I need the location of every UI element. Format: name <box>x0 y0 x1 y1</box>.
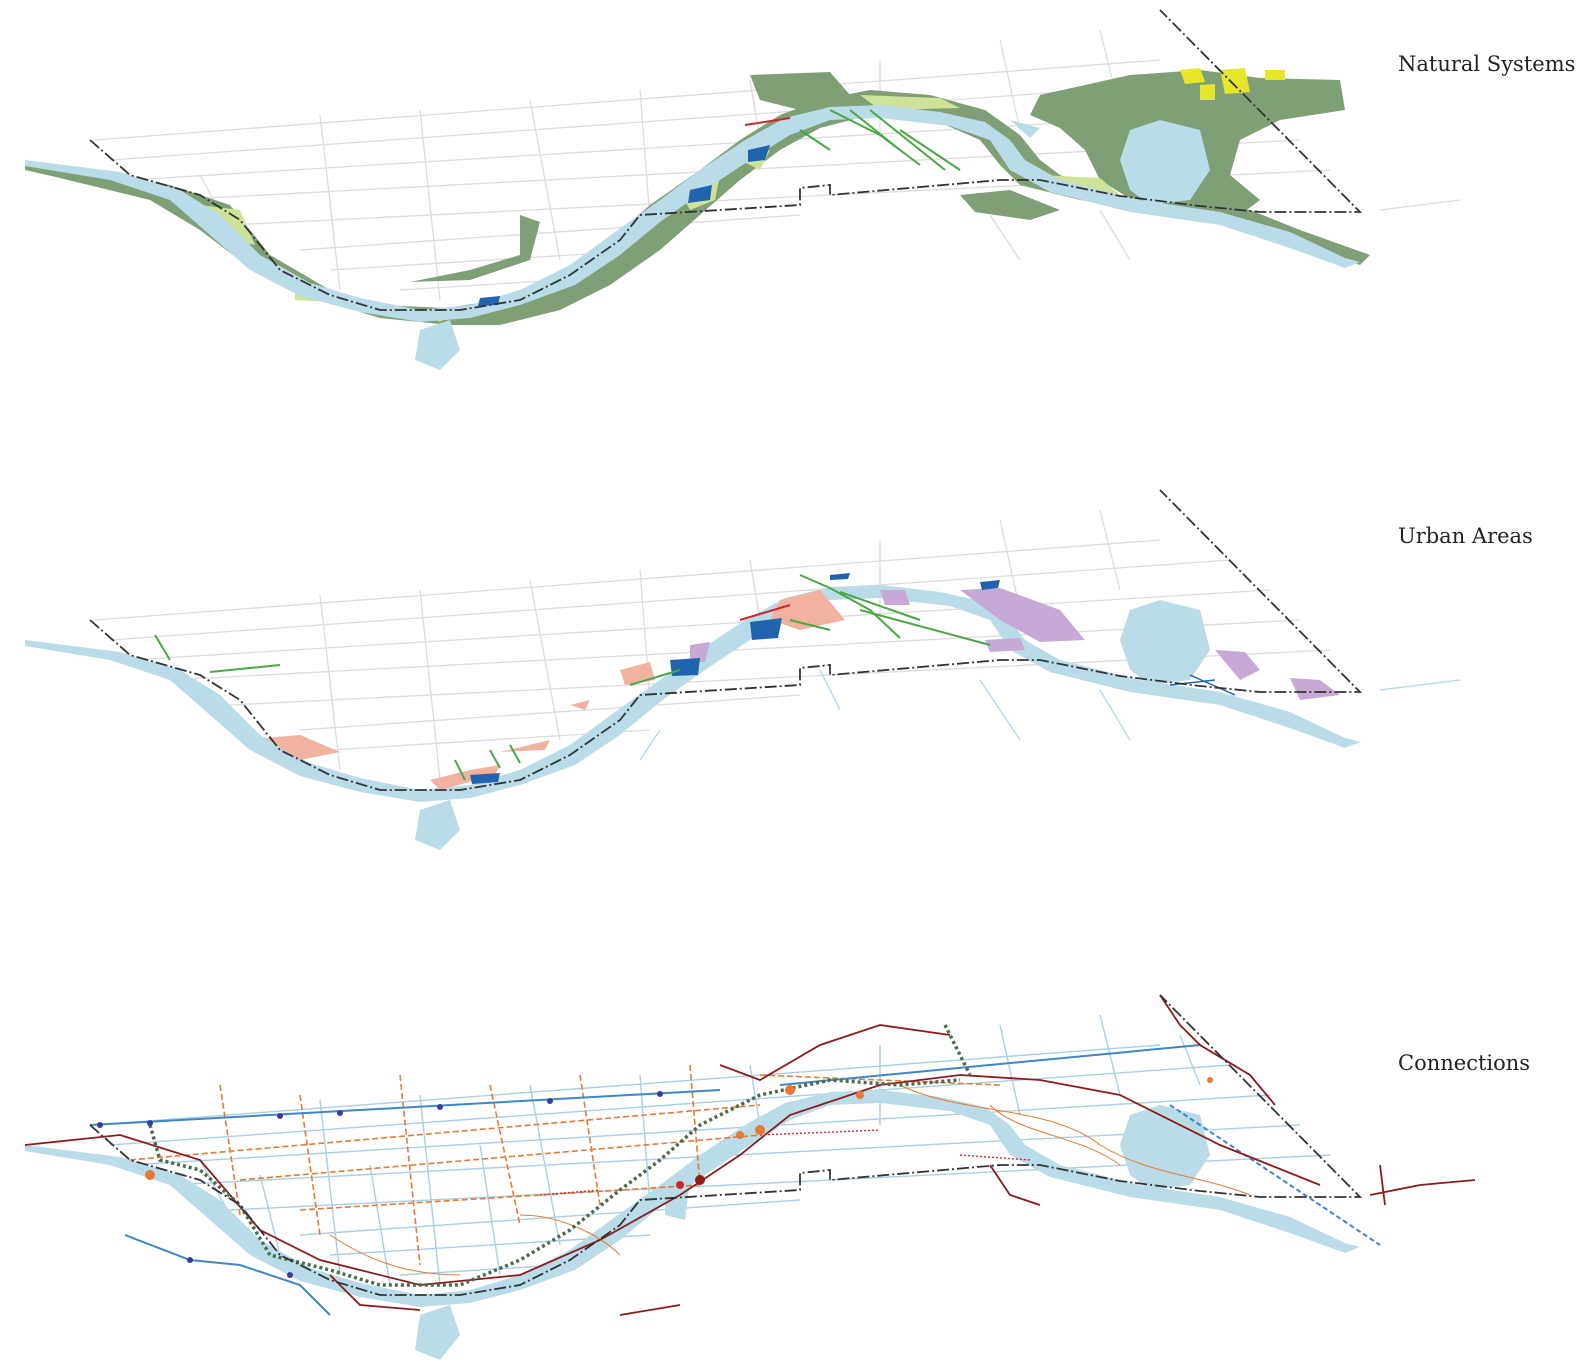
green-pathways <box>799 109 961 171</box>
urban-industrial-areas <box>690 588 1340 700</box>
study-boundary <box>89 994 1363 1296</box>
natural-systems-map <box>25 9 1461 370</box>
study-boundary <box>89 489 1363 791</box>
connections-layer: Connections <box>0 985 1587 1367</box>
trails <box>329 1084 1251 1276</box>
layer-label-connections: Connections <box>1398 1051 1531 1075</box>
light-blue-creeks <box>639 669 1461 761</box>
trail-spur <box>943 1024 972 1076</box>
red-rail-segment <box>744 117 791 126</box>
natural-systems-layer: Natural Systems <box>0 0 1587 390</box>
urban-areas-map <box>25 489 1461 850</box>
transit-stations <box>97 1091 663 1278</box>
study-boundary <box>89 9 1363 311</box>
layer-label-natural-systems: Natural Systems <box>1398 52 1576 76</box>
transit-lines <box>89 1044 1381 1316</box>
layer-label-urban-areas: Urban Areas <box>1398 524 1533 548</box>
street-grid <box>94 29 1461 301</box>
highlight-areas <box>1180 68 1285 100</box>
blue-service-lines <box>1169 674 1236 696</box>
waterfront-trail <box>148 1078 961 1287</box>
red-rail-segment <box>739 604 791 621</box>
connections-map <box>24 994 1476 1360</box>
urban-residential-areas <box>265 590 845 790</box>
rail-lines <box>24 994 1476 1316</box>
urban-areas-layer: Urban Areas <box>0 480 1587 860</box>
cycling-routes <box>129 1064 1001 1266</box>
connection-links <box>539 1129 1031 1196</box>
points-of-interest <box>145 1077 1213 1189</box>
river-water <box>25 585 1360 850</box>
green-pathways <box>154 574 991 781</box>
water-facilities <box>470 573 1000 784</box>
river-water <box>25 105 1360 370</box>
river-water <box>25 1090 1360 1360</box>
